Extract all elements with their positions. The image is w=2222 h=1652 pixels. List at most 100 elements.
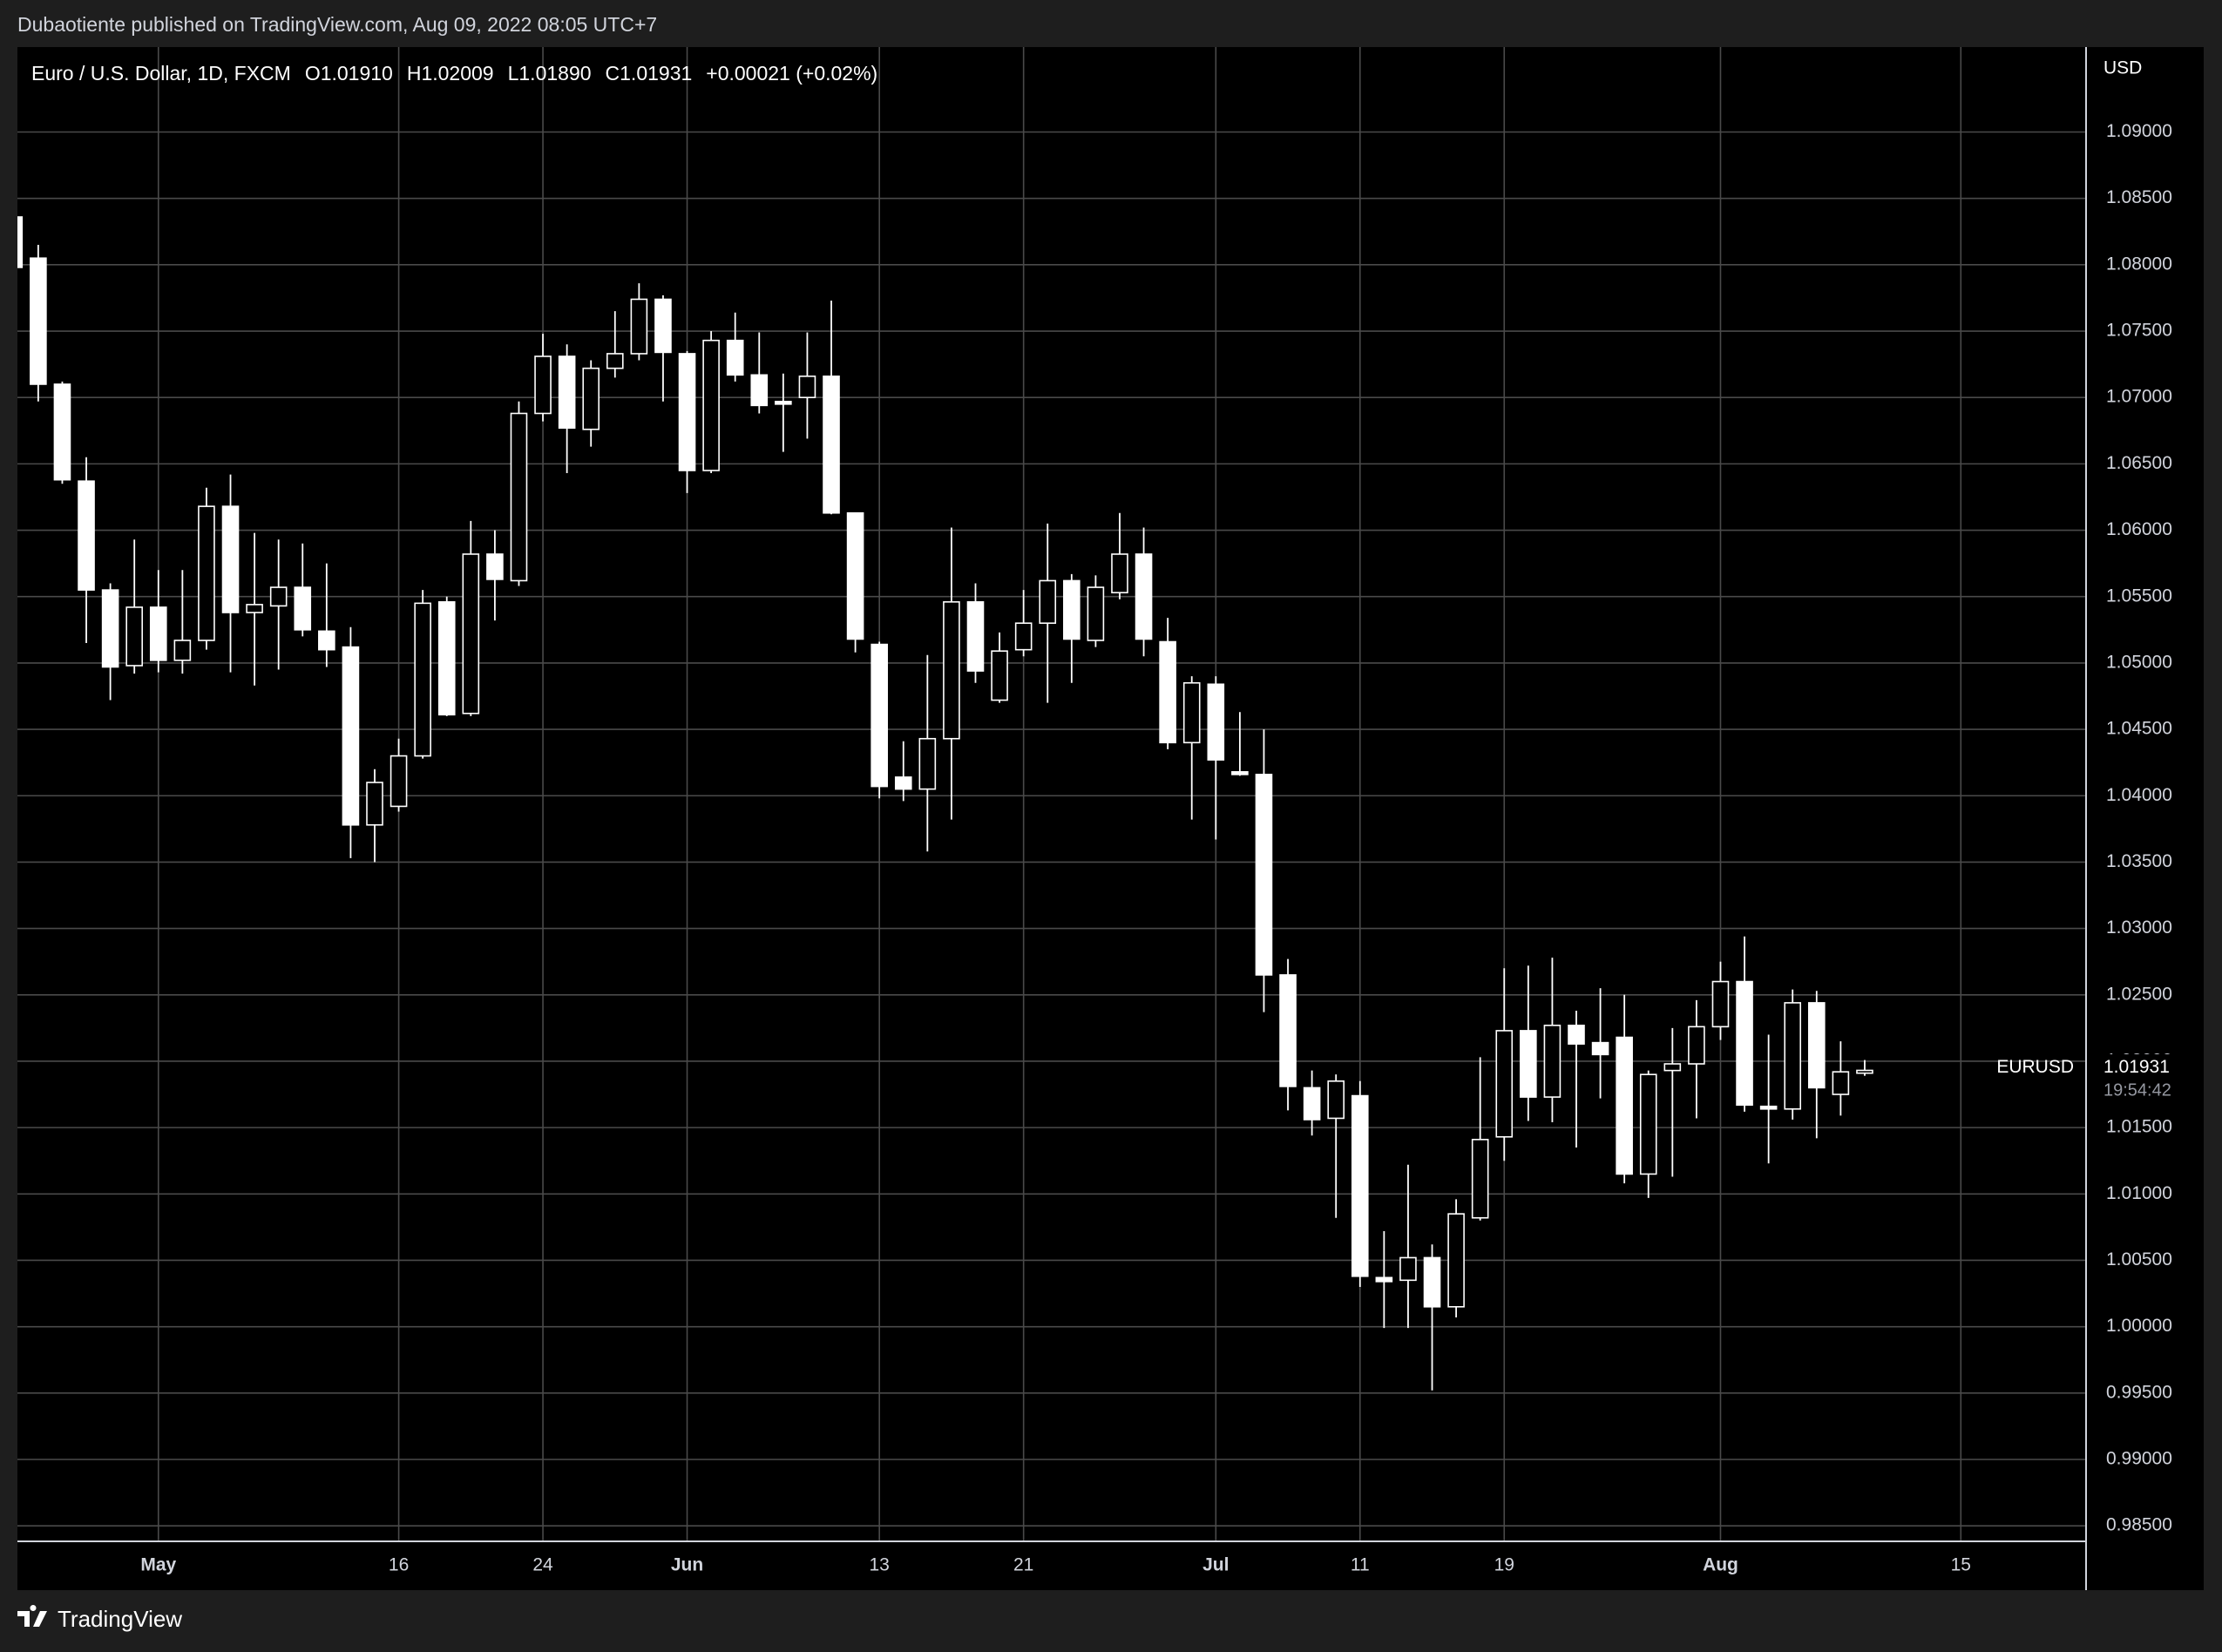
candles <box>17 216 1873 1391</box>
candle-body <box>991 650 1008 701</box>
candle-body <box>726 339 744 376</box>
candle-body <box>1616 1036 1633 1175</box>
candle-body <box>534 355 552 415</box>
candle-body <box>1111 553 1128 593</box>
candle-body <box>1784 1002 1802 1110</box>
candle-body <box>798 376 816 399</box>
candle-body <box>966 601 985 672</box>
candle-body <box>1303 1087 1321 1121</box>
y-tick-label: 1.07000 <box>2106 387 2172 407</box>
x-tick-label: Aug <box>1703 1555 1738 1575</box>
y-tick-label: 1.01000 <box>2106 1183 2172 1203</box>
candle-body <box>1351 1094 1369 1277</box>
brand: TradingView <box>17 1605 182 1632</box>
x-tick-label: 16 <box>389 1555 409 1575</box>
candle-body <box>918 737 937 790</box>
candle-body <box>654 298 672 354</box>
logo <box>17 1605 47 1627</box>
y-tick-label: 1.07500 <box>2106 321 2172 341</box>
candle-body <box>775 400 792 405</box>
low-text: L1.01890 <box>508 62 592 85</box>
y-tick-label: 1.08000 <box>2106 254 2172 274</box>
candle-body <box>1207 683 1225 761</box>
candle-body <box>1255 774 1273 976</box>
symbol-title: Euro / U.S. Dollar, 1D, FXCM <box>31 62 291 85</box>
candle-body <box>125 606 143 667</box>
candle-body <box>437 601 456 716</box>
candle-body <box>1471 1139 1489 1219</box>
y-tick-label: 1.05000 <box>2106 652 2172 672</box>
open-text: O1.01910 <box>305 62 393 85</box>
y-tick-label: 1.00500 <box>2106 1249 2172 1269</box>
candle-body <box>390 755 408 808</box>
candle-body <box>462 553 480 714</box>
y-tick-label: 1.04000 <box>2106 785 2172 805</box>
candle-body <box>1736 980 1753 1107</box>
x-tick-label: Jun <box>671 1555 703 1575</box>
candle-body <box>678 353 696 471</box>
candle-body <box>294 586 312 631</box>
candle-body <box>1663 1063 1682 1072</box>
x-tick-label: 24 <box>532 1555 553 1575</box>
candle-body <box>606 353 624 369</box>
candle-body <box>53 383 71 481</box>
candle-body <box>1711 980 1730 1028</box>
candle-body <box>318 630 335 651</box>
candle-body <box>1087 586 1105 641</box>
x-tick-label: 15 <box>1951 1555 1971 1575</box>
candle-body <box>943 601 960 740</box>
candle-body <box>558 355 576 430</box>
candle-body <box>78 480 95 591</box>
candle-body <box>1856 1069 1873 1074</box>
axes: 0.98500 0.99000 0.99500 1.00000 1.00500 1.010… <box>17 47 2202 1590</box>
candle-body <box>1039 579 1057 624</box>
change-text: +0.00021 (+0.02%) <box>706 62 877 85</box>
candle-body <box>1279 974 1297 1087</box>
high-text: H1.02009 <box>407 62 494 85</box>
x-tick-label: May <box>140 1555 176 1575</box>
candle-body <box>630 298 648 355</box>
candle-body <box>894 776 912 790</box>
y-tick-label: 1.01500 <box>2106 1117 2172 1137</box>
symbol-tag: EURUSD <box>1996 1057 2074 1077</box>
candle-body <box>221 505 240 613</box>
candle-body <box>1591 1041 1609 1056</box>
candle-body <box>582 367 600 430</box>
candle-body <box>246 604 263 613</box>
candle-body <box>1135 553 1153 640</box>
y-tick-label: 1.06500 <box>2106 453 2172 473</box>
candle-body <box>1688 1026 1705 1065</box>
candle-body <box>173 640 192 661</box>
candle-body <box>1832 1071 1850 1095</box>
y-tick-label: 0.98500 <box>2106 1515 2172 1535</box>
candle-body <box>1543 1025 1561 1098</box>
brand-name: TradingView <box>58 1606 182 1632</box>
candle-body <box>366 782 383 826</box>
close-text: C1.01931 <box>606 62 693 85</box>
y-tick-label: 1.03000 <box>2106 917 2172 938</box>
currency: USD <box>2103 58 2142 78</box>
y-tick-label: 0.99500 <box>2106 1382 2172 1402</box>
candle-body <box>510 412 528 582</box>
x-tick-label: 19 <box>1494 1555 1514 1575</box>
candle-body <box>269 586 288 607</box>
candle-body <box>101 589 119 668</box>
candle-body <box>1014 622 1033 651</box>
candle-body <box>846 511 864 640</box>
x-tick-label: 11 <box>1351 1555 1370 1575</box>
x-tick-label: Jul <box>1202 1555 1229 1575</box>
candle-body <box>1375 1276 1393 1283</box>
y-tick-label: 1.03500 <box>2106 851 2172 871</box>
candle-body <box>750 374 769 407</box>
candle-body <box>198 505 215 641</box>
candle-body <box>149 606 167 661</box>
candle-body <box>1447 1213 1465 1308</box>
price-tag <box>2089 1053 2202 1106</box>
candle-body <box>1182 681 1201 744</box>
candle-body <box>1808 1002 1826 1089</box>
y-tick-label: 1.02500 <box>2106 984 2172 1004</box>
price-tag-countdown: 19:54:42 <box>2103 1081 2171 1100</box>
candle-body <box>1423 1256 1441 1308</box>
